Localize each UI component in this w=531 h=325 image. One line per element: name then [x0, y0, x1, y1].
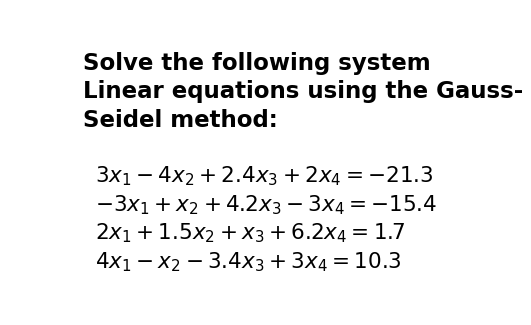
Text: Linear equations using the Gauss-: Linear equations using the Gauss-	[83, 80, 523, 103]
Text: $3x_1 - 4x_2 + 2.4x_3 + 2x_4 = {-}21.3$: $3x_1 - 4x_2 + 2.4x_3 + 2x_4 = {-}21.3$	[95, 164, 434, 188]
Text: Seidel method:: Seidel method:	[83, 109, 278, 132]
Text: $4x_1 - x_2 - 3.4x_3 + 3x_4 = 10.3$: $4x_1 - x_2 - 3.4x_3 + 3x_4 = 10.3$	[95, 251, 402, 274]
Text: Solve the following system: Solve the following system	[83, 52, 431, 74]
Text: $2x_1 + 1.5x_2 + x_3 + 6.2x_4 = 1.7$: $2x_1 + 1.5x_2 + x_3 + 6.2x_4 = 1.7$	[95, 222, 406, 245]
Text: $-3x_1 + x_2 + 4.2x_3 - 3x_4 = {-}15.4$: $-3x_1 + x_2 + 4.2x_3 - 3x_4 = {-}15.4$	[95, 193, 438, 216]
